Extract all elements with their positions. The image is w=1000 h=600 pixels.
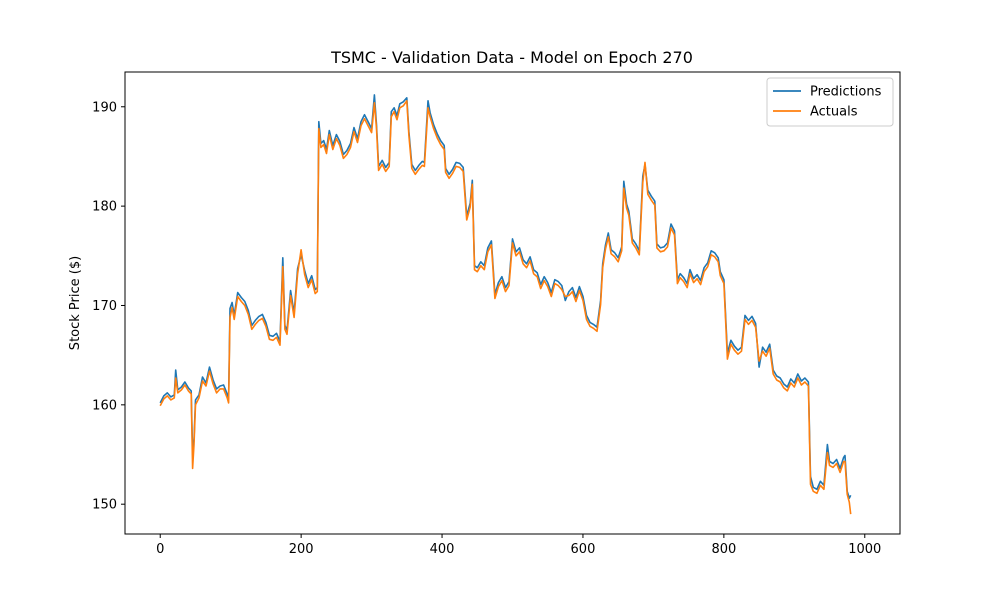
x-tick-label: 800 <box>711 542 736 557</box>
y-tick-label: 150 <box>92 498 117 513</box>
x-tick-label: 600 <box>571 542 596 557</box>
legend-box <box>766 77 894 127</box>
x-tick-label: 200 <box>289 542 314 557</box>
axes-frame <box>124 71 901 535</box>
x-tick-label: 400 <box>430 542 455 557</box>
series-line-actuals <box>159 100 852 515</box>
y-tick-label: 180 <box>92 200 117 215</box>
y-tick-label: 160 <box>92 398 117 413</box>
legend-label-predictions: Predictions <box>810 85 882 100</box>
x-tick-label: 0 <box>156 542 164 557</box>
y-axis-label: Stock Price ($) <box>68 256 83 350</box>
x-tick-label: 1000 <box>848 542 881 557</box>
legend: Predictions Actuals <box>766 77 894 127</box>
axes: 0 200 400 600 800 1000 150 160 170 180 190 <box>92 71 901 557</box>
legend-label-actuals: Actuals <box>810 105 858 120</box>
plot-area <box>159 94 852 515</box>
chart-title: TSMC - Validation Data - Model on Epoch … <box>330 48 693 67</box>
y-tick-label: 170 <box>92 299 117 314</box>
y-tick-label: 190 <box>92 100 117 115</box>
